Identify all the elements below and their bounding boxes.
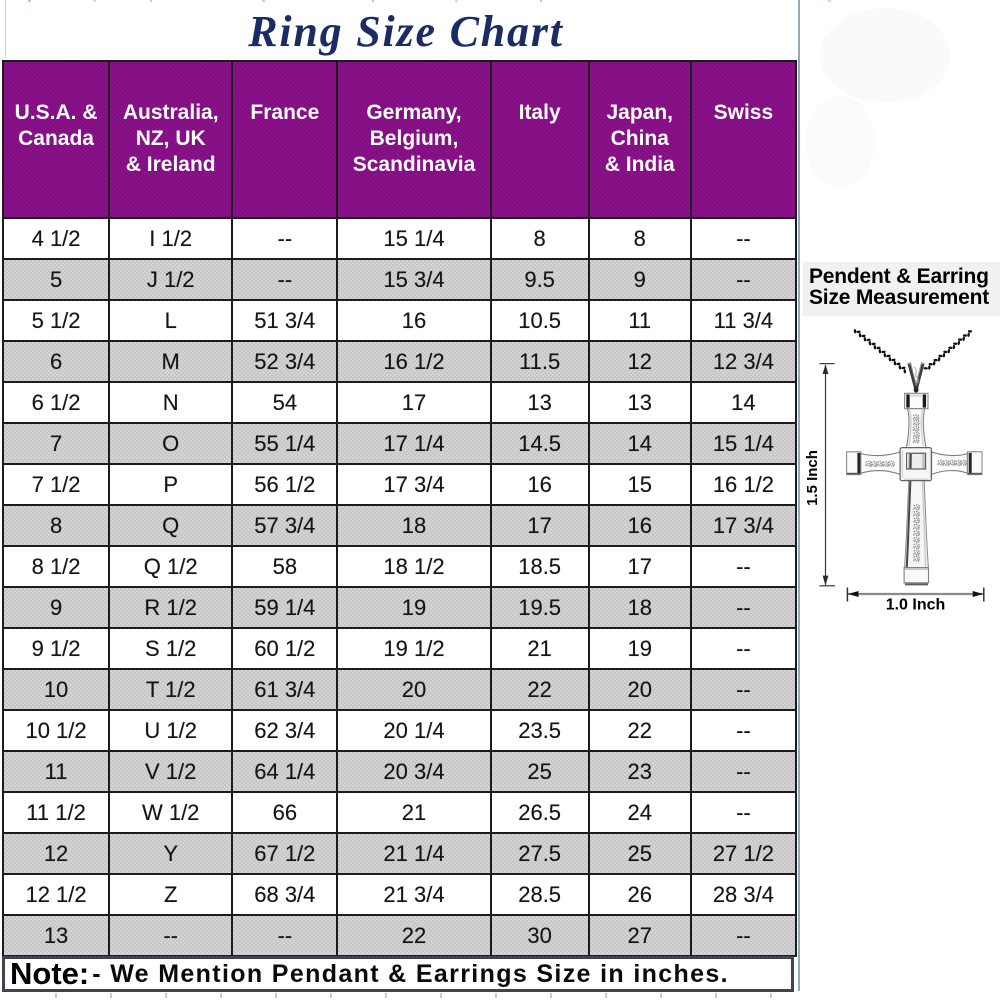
svg-text:1.0 Inch: 1.0 Inch <box>886 597 946 614</box>
svg-text:1.5 Inch: 1.5 Inch <box>804 450 821 506</box>
